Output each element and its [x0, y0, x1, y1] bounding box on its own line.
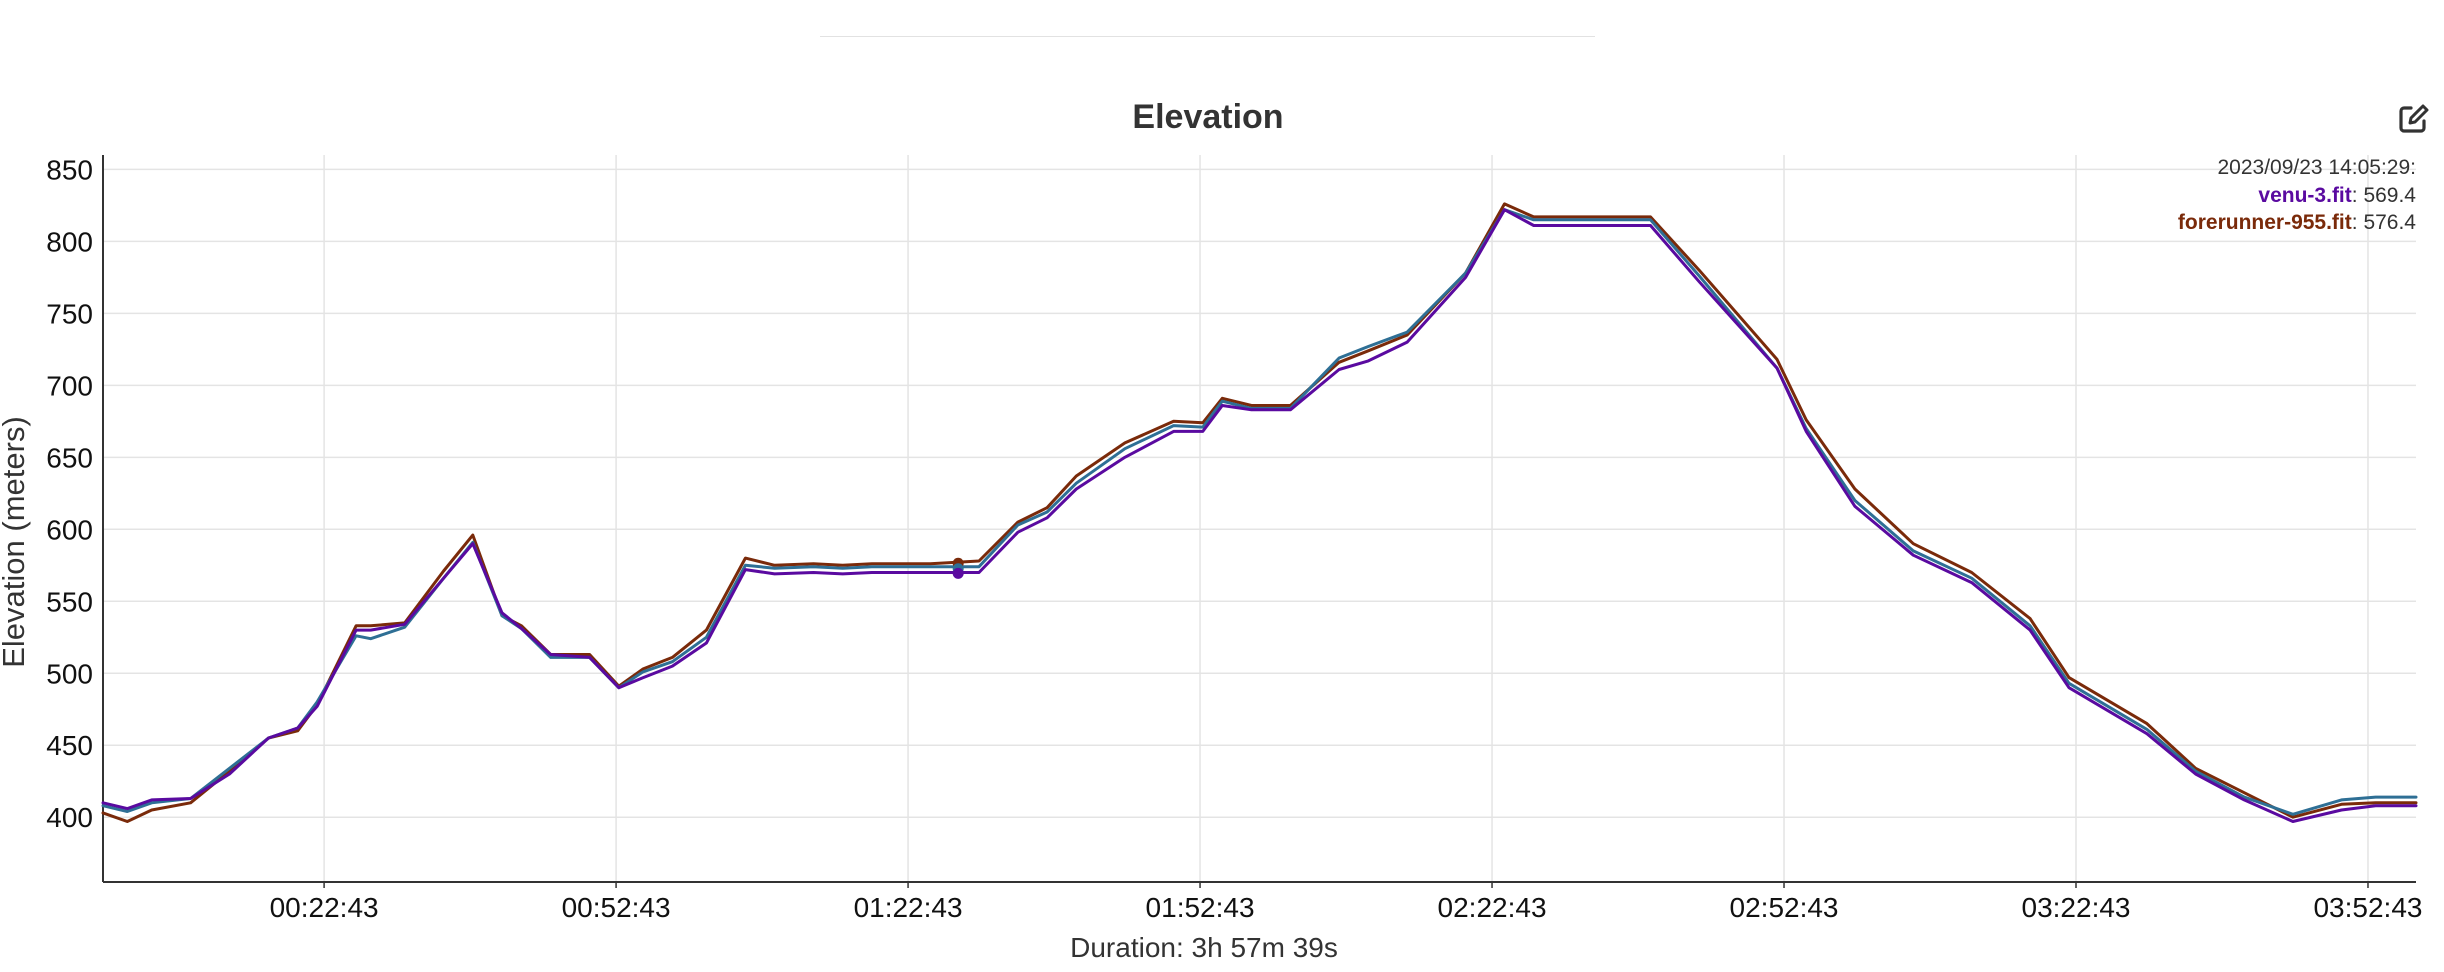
hover-point-3 — [952, 567, 964, 579]
series-line-1 — [101, 202, 2418, 823]
chart-title: Elevation — [1132, 98, 1283, 136]
axes-layer: 400 450 500 550 600 650 700 750 800 850 00:22:43 00… — [46, 154, 2422, 923]
x-tick-label: 01:22:43 — [854, 892, 963, 923]
legend-entry-venu: venu-3.fit: 569.4 — [2258, 184, 2416, 207]
y-axis-label: Elevation (meters) — [0, 416, 31, 668]
x-tick-label: 02:52:43 — [1730, 892, 1839, 923]
y-tick-label: 450 — [46, 730, 93, 761]
x-axis-label: Duration: 3h 57m 39s — [1070, 932, 1338, 963]
y-tick-label: 750 — [46, 298, 93, 329]
y-tick-label: 550 — [46, 586, 93, 617]
legend-sep-venu: : — [2352, 184, 2364, 207]
legend-sep-forerunner: : — [2352, 211, 2364, 234]
top-divider — [820, 36, 1595, 37]
series-line-2 — [101, 208, 2418, 816]
edit-chart-button[interactable] — [2396, 102, 2430, 136]
x-tick-label: 01:52:43 — [1146, 892, 1255, 923]
hover-layer — [952, 557, 964, 579]
y-tick-label: 700 — [46, 370, 93, 401]
y-tick-label: 600 — [46, 514, 93, 545]
y-tick-label: 500 — [46, 658, 93, 689]
y-tick-label: 850 — [46, 154, 93, 185]
y-tick-label: 800 — [46, 226, 93, 257]
legend-timestamp: 2023/09/23 14:05:29: — [2217, 156, 2416, 179]
x-tick-label: 00:22:43 — [270, 892, 379, 923]
legend-name-forerunner: forerunner-955.fit — [2178, 211, 2352, 234]
x-tick-label: 00:52:43 — [562, 892, 671, 923]
legend-entry-forerunner: forerunner-955.fit: 576.4 — [2178, 211, 2416, 234]
legend-name-venu: venu-3.fit — [2258, 184, 2351, 207]
legend-value-forerunner: 576.4 — [2363, 211, 2416, 234]
edit-icon — [2399, 104, 2429, 133]
grid-layer — [103, 155, 2416, 882]
x-tick-label: 02:22:43 — [1438, 892, 1547, 923]
x-tick-label: 03:52:43 — [2313, 892, 2422, 923]
y-tick-label: 650 — [46, 442, 93, 473]
y-tick-label: 400 — [46, 802, 93, 833]
legend-value-venu: 569.4 — [2363, 184, 2416, 207]
series-layer — [101, 202, 2418, 823]
x-tick-label: 03:22:43 — [2022, 892, 2131, 923]
series-line-3 — [101, 208, 2418, 823]
legend: 2023/09/23 14:05:29: venu-3.fit: 569.4 f… — [2178, 156, 2416, 234]
